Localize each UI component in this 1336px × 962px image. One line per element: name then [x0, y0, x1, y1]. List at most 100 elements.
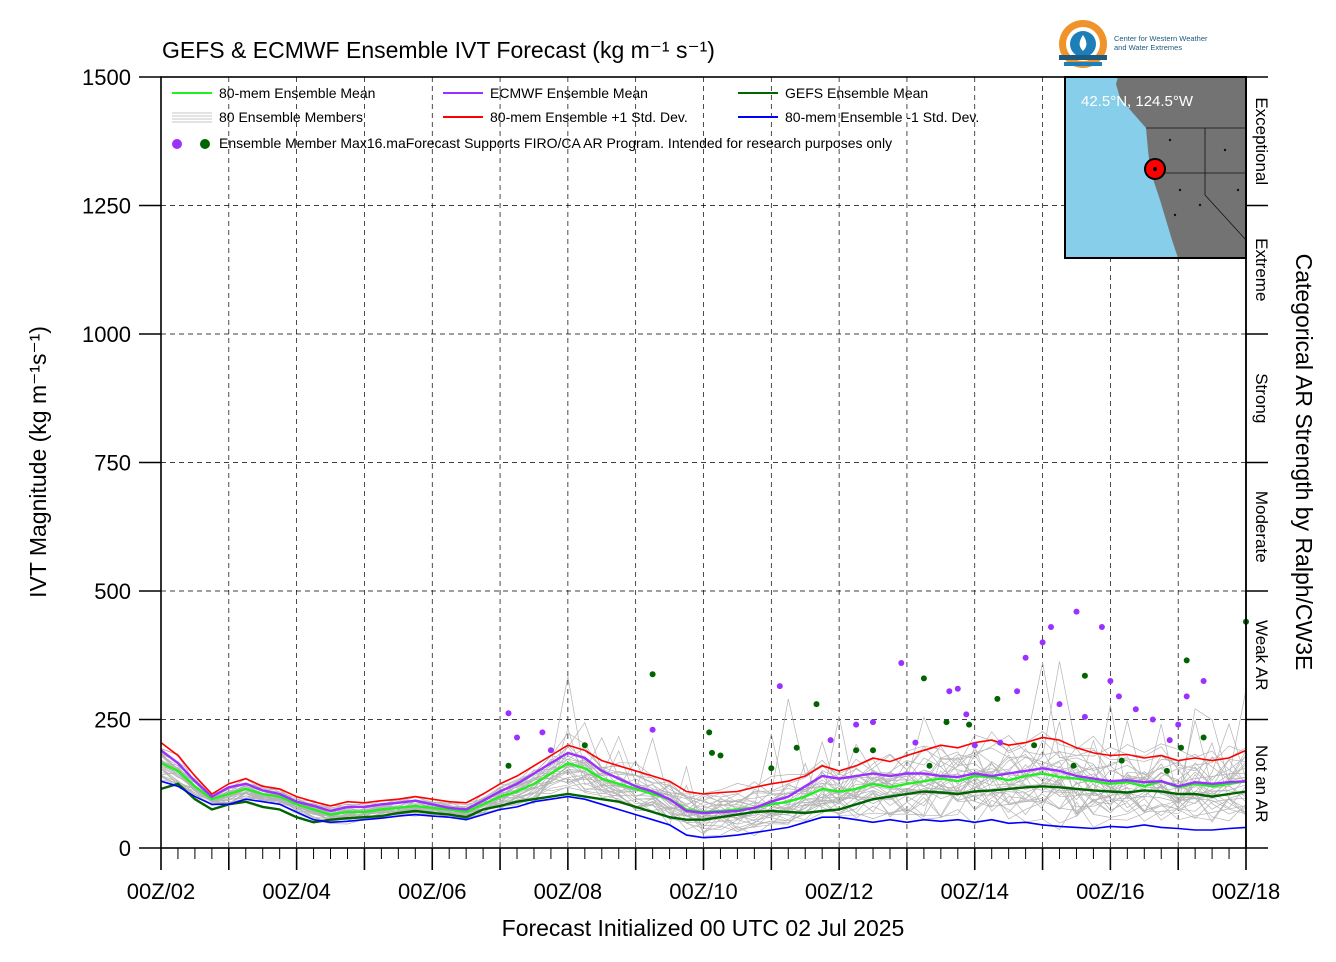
- logo-line2: and Water Extremes: [1114, 43, 1182, 52]
- grid: [161, 77, 1246, 848]
- ecmwf-max-dot: [1183, 693, 1190, 700]
- gefs-max-dot: [966, 721, 973, 728]
- cw3e-logo: Center for Western Weather and Water Ext…: [1059, 20, 1208, 68]
- ecmwf-max-dot: [1166, 737, 1173, 744]
- gefs-max-dot: [717, 752, 724, 759]
- legend-mean80: 80-mem Ensemble Mean: [219, 85, 375, 101]
- ecmwf-max-dot: [912, 739, 919, 746]
- series-line-3: [160, 736, 1247, 807]
- gefs-max-dot: [706, 729, 713, 736]
- legend-plus-std: 80-mem Ensemble +1 Std. Dev.: [490, 109, 688, 125]
- gefs-max-dot: [1031, 742, 1038, 749]
- gefs-max-dot: [505, 762, 512, 769]
- series-lines: [160, 736, 1247, 839]
- ecmwf-max-dot: [963, 711, 970, 718]
- gefs-max-dot: [649, 671, 656, 678]
- ecmwf-max-dot: [1073, 608, 1080, 615]
- ecmwf-max-dot: [539, 729, 546, 736]
- gefs-max-dot: [1081, 672, 1088, 679]
- series-line-4: [160, 780, 1247, 839]
- x-tick-label: 00Z/06: [398, 879, 467, 904]
- gefs-max-dot: [1070, 762, 1077, 769]
- ecmwf-max-dot: [649, 726, 656, 733]
- ecmwf-max-dot: [1081, 713, 1088, 720]
- ecmwf-max-dot: [1014, 688, 1021, 695]
- x-tick-label: 00Z/04: [262, 879, 331, 904]
- y-tick-label: 250: [94, 708, 131, 733]
- ecmwf-max-dot: [827, 737, 834, 744]
- legend-members: 80 Ensemble Members: [219, 109, 363, 125]
- location-inset-map: 42.5°N, 124.5°W: [1064, 76, 1247, 259]
- ecmwf-max-dot: [1132, 706, 1139, 713]
- ecmwf-max-dot: [1039, 639, 1046, 646]
- x-tick-label: 00Z/18: [1212, 879, 1281, 904]
- legend-gefs-mean: GEFS Ensemble Mean: [785, 85, 928, 101]
- ecmwf-max-dot: [505, 710, 512, 717]
- axis-ticks: 0 250 500 750 1000 1250 1500 00Z/02 00Z/04 00Z/06…: [82, 65, 1280, 904]
- x-tick-label: 00Z/12: [805, 879, 874, 904]
- ecmwf-max-dot: [514, 734, 520, 741]
- category-label: Weak AR: [1252, 620, 1271, 691]
- ecmwf-max-dot: [1200, 678, 1207, 684]
- gefs-max-dot: [1118, 757, 1125, 764]
- gefs-max-dot: [994, 695, 1001, 702]
- gefs-max-dot: [853, 747, 860, 754]
- ecmwf-max-dot: [971, 742, 978, 749]
- ecmwf-max-dot: [547, 747, 554, 754]
- ar-category-axis: Not an AR Weak AR Moderate Strong Extreme Exc…: [1245, 76, 1271, 849]
- gefs-max-dot: [1178, 744, 1184, 751]
- inset-location-label: 42.5°N, 124.5°W: [1081, 93, 1194, 110]
- gefs-max-dot: [926, 762, 933, 769]
- ecmwf-max-dot: [946, 688, 953, 695]
- right-axis-label: Categorical AR Strength by Ralph/CW3E: [1291, 254, 1317, 671]
- gefs-max-dot: [709, 749, 715, 756]
- ecmwf-max-dot: [776, 683, 783, 690]
- gefs-max-dot: [1183, 657, 1190, 664]
- gefs-max-dot: [768, 765, 775, 772]
- category-label: Exceptional: [1252, 97, 1271, 185]
- ecmwf-max-dot: [997, 739, 1004, 746]
- y-tick-label: 0: [119, 836, 131, 861]
- gefs-max-dot: [813, 701, 820, 708]
- ensemble-member-line: [160, 750, 1247, 815]
- ecmwf-max-dot: [954, 685, 961, 692]
- legend-max-dots: Ensemble Member Max16.maForecast Support…: [219, 135, 892, 151]
- category-label: Extreme: [1252, 238, 1271, 301]
- ecmwf-max-dot: [1175, 721, 1182, 728]
- ecmwf-max-dot: [898, 660, 905, 666]
- ensemble-member-line: [160, 704, 1247, 823]
- gefs-max-dot: [581, 742, 588, 749]
- series-line-1: [160, 749, 1247, 815]
- ecmwf-max-dot: [1098, 624, 1105, 630]
- x-tick-label: 00Z/08: [534, 879, 603, 904]
- category-label: Strong: [1252, 373, 1271, 423]
- legend-ecmwf-mean: ECMWF Ensemble Mean: [490, 85, 648, 101]
- ecmwf-max-dot: [853, 721, 860, 728]
- x-tick-label: 00Z/02: [127, 879, 196, 904]
- x-tick-label: 00Z/10: [669, 879, 738, 904]
- ecmwf-max-dot: [1149, 716, 1156, 723]
- logo-line1: Center for Western Weather: [1114, 34, 1208, 43]
- ecmwf-max-dot: [1107, 678, 1114, 684]
- ensemble-max-dots: [505, 608, 1249, 774]
- gefs-max-dot: [1200, 734, 1207, 741]
- gefs-max-dot: [793, 744, 800, 751]
- y-tick-label: 750: [94, 451, 131, 476]
- gefs-max-dot: [870, 747, 876, 754]
- gefs-max-dot: [943, 719, 950, 726]
- ecmwf-max-dot: [1048, 624, 1054, 630]
- y-tick-label: 1250: [82, 194, 131, 219]
- series-line-2: [160, 782, 1247, 824]
- ecmwf-max-dot: [870, 719, 876, 726]
- y-tick-label: 500: [94, 579, 131, 604]
- chart-title: GEFS & ECMWF Ensemble IVT Forecast (kg m…: [162, 37, 715, 63]
- y-tick-label: 1000: [82, 322, 131, 347]
- y-tick-label: 1500: [82, 65, 131, 90]
- x-tick-label: 00Z/14: [941, 879, 1010, 904]
- y-axis-label: IVT Magnitude (kg m⁻¹s⁻¹): [25, 326, 51, 598]
- legend-minus-std: 80-mem Ensemble -1 Std. Dev.: [785, 109, 979, 125]
- ecmwf-max-dot: [1022, 654, 1029, 661]
- x-tick-label: 00Z/16: [1076, 879, 1145, 904]
- ecmwf-max-dot: [1056, 701, 1063, 708]
